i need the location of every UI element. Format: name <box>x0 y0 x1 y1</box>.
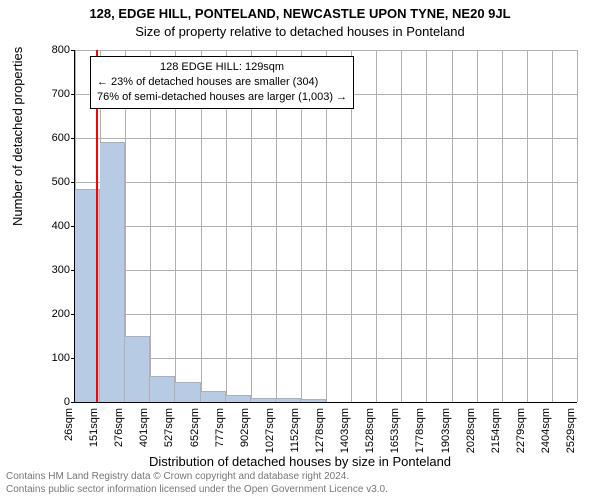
chart-title-address: 128, EDGE HILL, PONTELAND, NEWCASTLE UPO… <box>0 6 600 21</box>
histogram-bar <box>100 142 125 402</box>
gridline-v <box>452 50 453 402</box>
annotation-line3: 76% of semi-detached houses are larger (… <box>97 90 347 105</box>
gridline-v <box>376 50 377 402</box>
ytick-label: 800 <box>30 44 70 56</box>
histogram-bar <box>150 376 175 402</box>
histogram-bar <box>175 382 200 402</box>
gridline-v <box>477 50 478 402</box>
ytick-label: 400 <box>30 220 70 232</box>
histogram-bar <box>125 336 150 402</box>
histogram-bar <box>276 398 301 402</box>
ytick-label: 500 <box>30 176 70 188</box>
y-axis-label: Number of detached properties <box>10 47 25 226</box>
gridline-v <box>527 50 528 402</box>
footer-line1: Contains HM Land Registry data © Crown c… <box>6 470 594 483</box>
ytick-label: 100 <box>30 352 70 364</box>
annotation-line1: 128 EDGE HILL: 129sqm <box>97 60 347 75</box>
gridline-v <box>577 50 578 402</box>
histogram-bar <box>201 391 226 402</box>
gridline-v <box>552 50 553 402</box>
ytick-label: 600 <box>30 132 70 144</box>
annotation-box: 128 EDGE HILL: 129sqm ← 23% of detached … <box>90 56 354 109</box>
ytick-label: 0 <box>30 396 70 408</box>
gridline-v <box>502 50 503 402</box>
gridline-v <box>401 50 402 402</box>
footer-attribution: Contains HM Land Registry data © Crown c… <box>6 470 594 496</box>
ytick-label: 700 <box>30 88 70 100</box>
chart-subtitle: Size of property relative to detached ho… <box>0 24 600 39</box>
gridline-v <box>426 50 427 402</box>
annotation-line2: ← 23% of detached houses are smaller (30… <box>97 75 347 90</box>
histogram-bar <box>226 395 251 402</box>
ytick-label: 300 <box>30 264 70 276</box>
ytick-label: 200 <box>30 308 70 320</box>
histogram-bar <box>251 398 276 402</box>
histogram-bar <box>301 399 326 402</box>
footer-line2: Contains public sector information licen… <box>6 483 594 496</box>
x-axis-label: Distribution of detached houses by size … <box>0 454 600 469</box>
ytick-mark <box>71 402 75 403</box>
